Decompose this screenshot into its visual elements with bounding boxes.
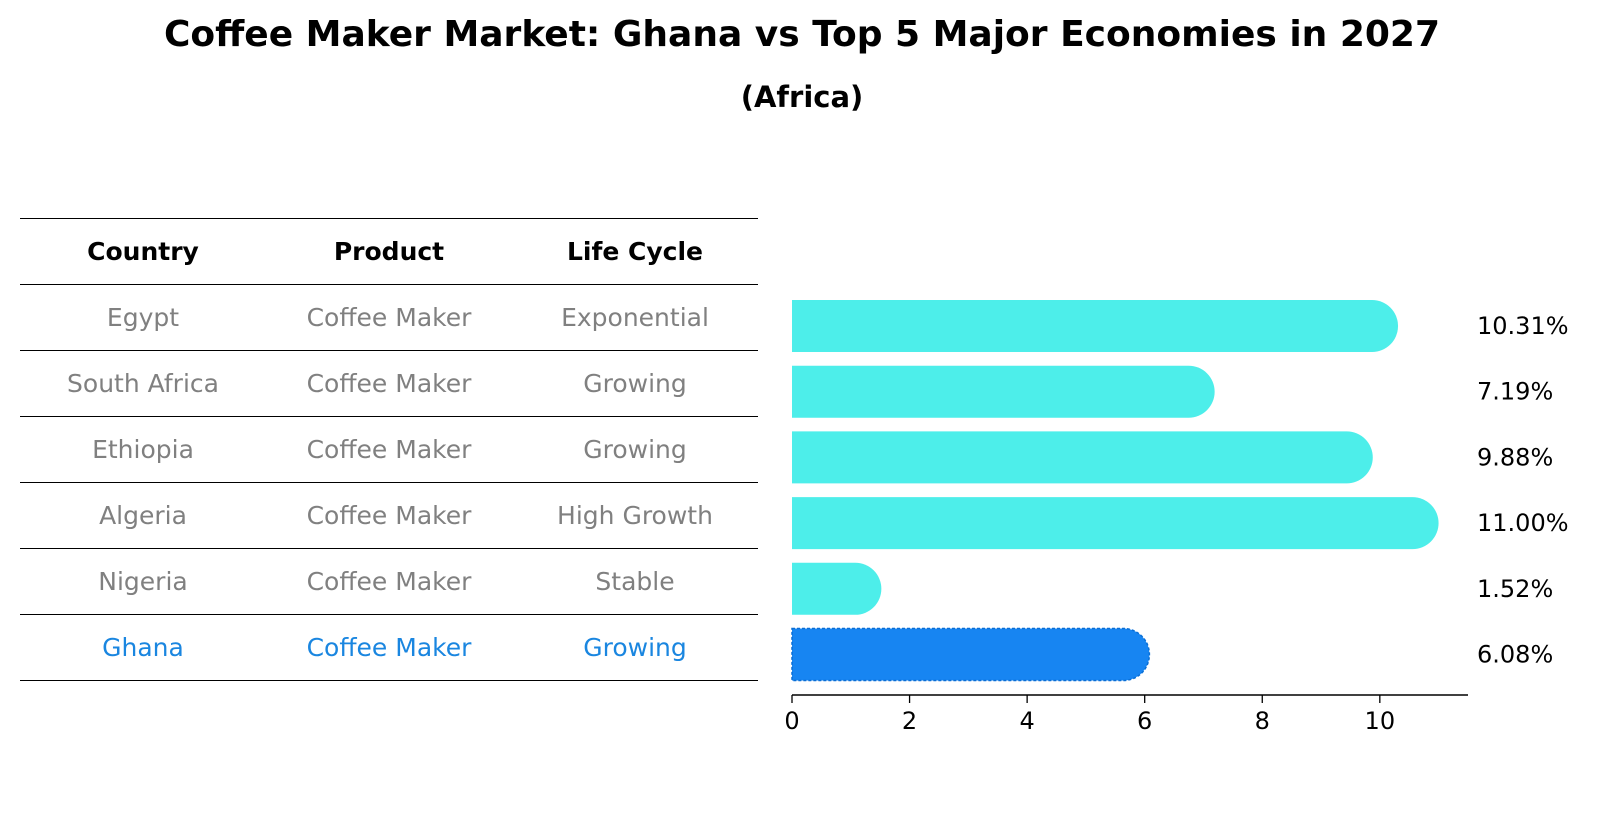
value-label: 11.00%: [1477, 509, 1569, 537]
x-tick-label: 6: [1137, 707, 1152, 735]
x-tick-label: 4: [1019, 707, 1034, 735]
table-header-row: Country Product Life Cycle: [20, 218, 758, 285]
x-tick-label: 10: [1365, 707, 1396, 735]
bar-egypt: [792, 300, 1399, 352]
bar-ethiopia: [792, 431, 1373, 484]
cell-country: Ethiopia: [20, 416, 266, 483]
table-row: Algeria Coffee Maker High Growth: [20, 482, 758, 549]
cell-product: Coffee Maker: [266, 350, 512, 417]
bar-nigeria: [792, 562, 882, 615]
cell-product: Coffee Maker: [266, 482, 512, 549]
cell-country: Algeria: [20, 482, 266, 549]
x-tick-label: 0: [784, 707, 799, 735]
value-label: 10.31%: [1477, 312, 1569, 340]
x-tick-label: 2: [902, 707, 917, 735]
value-label: 1.52%: [1477, 575, 1553, 603]
cell-product: Coffee Maker: [266, 614, 512, 681]
header-country: Country: [20, 218, 266, 285]
header-life-cycle: Life Cycle: [512, 218, 758, 285]
table-row-highlighted: Ghana Coffee Maker Growing: [20, 614, 758, 681]
cell-life-cycle: Growing: [512, 614, 758, 681]
cell-country: Nigeria: [20, 548, 266, 615]
cell-country: Egypt: [20, 284, 266, 351]
value-label: 9.88%: [1477, 443, 1553, 471]
cell-product: Coffee Maker: [266, 548, 512, 615]
x-tick-label: 8: [1255, 707, 1270, 735]
cell-country: Ghana: [20, 614, 266, 681]
cell-life-cycle: Growing: [512, 350, 758, 417]
chart-subtitle: (Africa): [740, 80, 864, 114]
bar-south-africa: [792, 365, 1215, 418]
chart-title: Coffee Maker Market: Ghana vs Top 5 Majo…: [163, 14, 1441, 55]
header-product: Product: [266, 218, 512, 285]
cell-life-cycle: High Growth: [512, 482, 758, 549]
bar-algeria: [792, 497, 1439, 550]
cell-country: South Africa: [20, 350, 266, 417]
cell-life-cycle: Stable: [512, 548, 758, 615]
value-label: 6.08%: [1477, 641, 1553, 669]
cell-life-cycle: Exponential: [512, 284, 758, 351]
cell-product: Coffee Maker: [266, 284, 512, 351]
cell-life-cycle: Growing: [512, 416, 758, 483]
bar-ghana: [791, 627, 1151, 682]
table-row: Nigeria Coffee Maker Stable: [20, 548, 758, 615]
cell-product: Coffee Maker: [266, 416, 512, 483]
data-table: Country Product Life Cycle Egypt Coffee …: [20, 218, 758, 681]
table-row: South Africa Coffee Maker Growing: [20, 350, 758, 417]
value-label: 7.19%: [1477, 378, 1553, 406]
table-row: Egypt Coffee Maker Exponential: [20, 284, 758, 351]
table-row: Ethiopia Coffee Maker Growing: [20, 416, 758, 483]
